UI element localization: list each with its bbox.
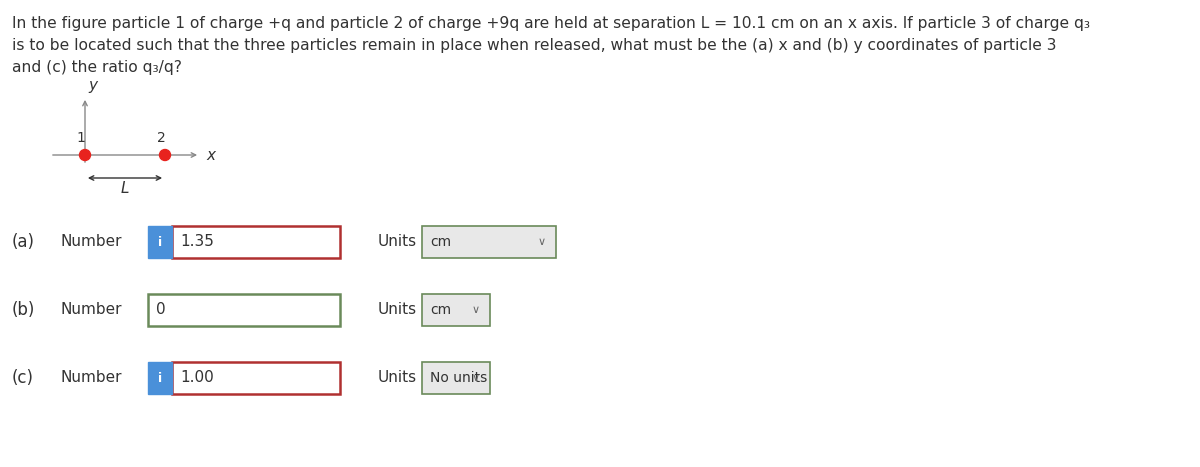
Text: (a): (a) <box>12 233 35 251</box>
Text: Number: Number <box>60 370 121 385</box>
Text: Units: Units <box>378 370 418 385</box>
Bar <box>422 362 490 394</box>
Text: Number: Number <box>60 303 121 318</box>
Text: (c): (c) <box>12 369 34 387</box>
Circle shape <box>79 149 90 161</box>
Text: and (c) the ratio q₃/q?: and (c) the ratio q₃/q? <box>12 60 182 75</box>
Text: 2: 2 <box>157 131 166 145</box>
Text: i: i <box>158 235 162 248</box>
Bar <box>422 294 490 326</box>
Text: Units: Units <box>378 234 418 249</box>
Bar <box>148 362 172 394</box>
Text: x: x <box>206 148 215 163</box>
Text: is to be located such that the three particles remain in place when released, wh: is to be located such that the three par… <box>12 38 1056 53</box>
Text: y: y <box>88 78 97 93</box>
Text: (b): (b) <box>12 301 35 319</box>
Bar <box>172 362 340 394</box>
Bar <box>172 226 340 258</box>
Text: cm: cm <box>430 303 451 317</box>
Text: 1.35: 1.35 <box>180 234 214 249</box>
Text: ∨: ∨ <box>472 373 480 383</box>
Text: Number: Number <box>60 234 121 249</box>
Text: Units: Units <box>378 303 418 318</box>
Text: L: L <box>121 181 130 196</box>
Text: 1: 1 <box>77 131 85 145</box>
Text: cm: cm <box>430 235 451 249</box>
Text: 1.00: 1.00 <box>180 370 214 385</box>
Text: No units: No units <box>430 371 487 385</box>
Bar <box>148 294 340 326</box>
Text: ∨: ∨ <box>538 237 546 247</box>
Circle shape <box>160 149 170 161</box>
Text: ∨: ∨ <box>472 305 480 315</box>
Bar <box>148 226 172 258</box>
Text: 0: 0 <box>156 303 166 318</box>
Text: i: i <box>158 372 162 384</box>
Bar <box>422 226 556 258</box>
Text: In the figure particle 1 of charge +q and particle 2 of charge +9q are held at s: In the figure particle 1 of charge +q an… <box>12 16 1090 31</box>
